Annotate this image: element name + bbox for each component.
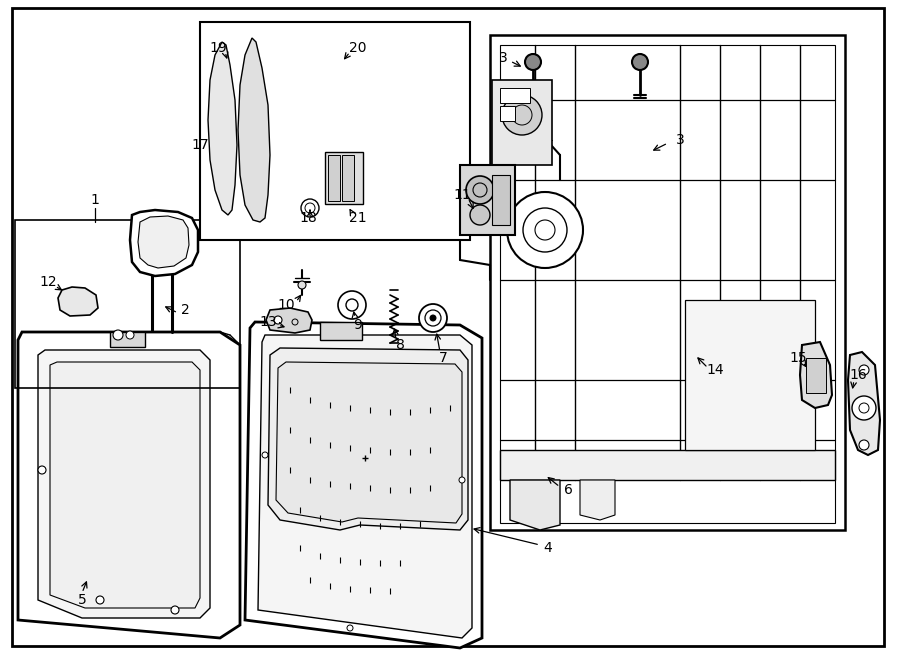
Bar bbox=[328, 155, 340, 201]
Bar bbox=[110, 332, 145, 347]
Bar bbox=[492, 175, 510, 225]
Circle shape bbox=[632, 54, 648, 70]
Circle shape bbox=[338, 291, 366, 319]
Text: 1: 1 bbox=[91, 193, 99, 207]
Circle shape bbox=[419, 304, 447, 332]
Polygon shape bbox=[276, 362, 462, 523]
Circle shape bbox=[859, 440, 869, 450]
Circle shape bbox=[38, 466, 46, 474]
Bar bbox=[342, 155, 354, 201]
Text: 11: 11 bbox=[453, 188, 471, 202]
Text: 14: 14 bbox=[706, 363, 724, 377]
Text: 9: 9 bbox=[354, 318, 363, 332]
Polygon shape bbox=[130, 210, 198, 276]
Text: 12: 12 bbox=[40, 275, 57, 289]
Bar bbox=[500, 450, 835, 480]
Circle shape bbox=[347, 625, 353, 631]
Polygon shape bbox=[800, 342, 832, 408]
Polygon shape bbox=[848, 352, 880, 455]
Circle shape bbox=[859, 365, 869, 375]
Bar bbox=[685, 300, 815, 450]
Polygon shape bbox=[18, 332, 240, 638]
Circle shape bbox=[466, 176, 494, 204]
Polygon shape bbox=[258, 335, 472, 638]
Polygon shape bbox=[208, 42, 237, 215]
Bar bbox=[806, 358, 826, 393]
Polygon shape bbox=[58, 287, 98, 316]
Polygon shape bbox=[38, 350, 210, 618]
Text: 3: 3 bbox=[499, 51, 508, 65]
Circle shape bbox=[298, 281, 306, 289]
Bar bbox=[15, 220, 240, 388]
Circle shape bbox=[274, 316, 282, 324]
Polygon shape bbox=[268, 348, 468, 530]
Polygon shape bbox=[266, 308, 312, 333]
Circle shape bbox=[126, 331, 134, 339]
Circle shape bbox=[430, 315, 436, 321]
Text: 15: 15 bbox=[789, 351, 806, 365]
Bar bbox=[325, 152, 363, 204]
Circle shape bbox=[502, 95, 542, 135]
Text: 4: 4 bbox=[544, 541, 553, 555]
Circle shape bbox=[459, 477, 465, 483]
Circle shape bbox=[470, 205, 490, 225]
Bar bbox=[320, 322, 362, 340]
Polygon shape bbox=[138, 216, 189, 268]
Bar bbox=[492, 80, 552, 165]
Bar bbox=[500, 106, 515, 121]
Bar bbox=[500, 45, 835, 523]
Text: 18: 18 bbox=[299, 211, 317, 225]
Circle shape bbox=[852, 396, 876, 420]
Polygon shape bbox=[238, 38, 270, 222]
Bar bbox=[200, 22, 470, 240]
Text: 3: 3 bbox=[676, 133, 684, 147]
Text: 16: 16 bbox=[849, 368, 867, 382]
Circle shape bbox=[113, 330, 123, 340]
Text: 21: 21 bbox=[349, 211, 367, 225]
Text: 5: 5 bbox=[77, 593, 86, 607]
Text: 17: 17 bbox=[191, 138, 209, 152]
Text: 7: 7 bbox=[438, 351, 447, 365]
Polygon shape bbox=[245, 322, 482, 648]
Text: 6: 6 bbox=[563, 483, 572, 497]
Text: 20: 20 bbox=[349, 41, 367, 55]
Circle shape bbox=[507, 192, 583, 268]
Text: 13: 13 bbox=[259, 315, 277, 329]
Bar bbox=[490, 35, 845, 530]
Text: 8: 8 bbox=[396, 338, 404, 352]
Text: 10: 10 bbox=[277, 298, 295, 312]
Text: 19: 19 bbox=[209, 41, 227, 55]
Bar bbox=[460, 165, 515, 235]
Circle shape bbox=[301, 199, 319, 217]
Polygon shape bbox=[510, 480, 560, 530]
Polygon shape bbox=[580, 480, 615, 520]
Circle shape bbox=[96, 596, 104, 604]
Polygon shape bbox=[50, 362, 200, 608]
Bar bbox=[500, 88, 530, 103]
Circle shape bbox=[171, 606, 179, 614]
Circle shape bbox=[262, 452, 268, 458]
Text: 2: 2 bbox=[181, 303, 189, 317]
Circle shape bbox=[525, 54, 541, 70]
